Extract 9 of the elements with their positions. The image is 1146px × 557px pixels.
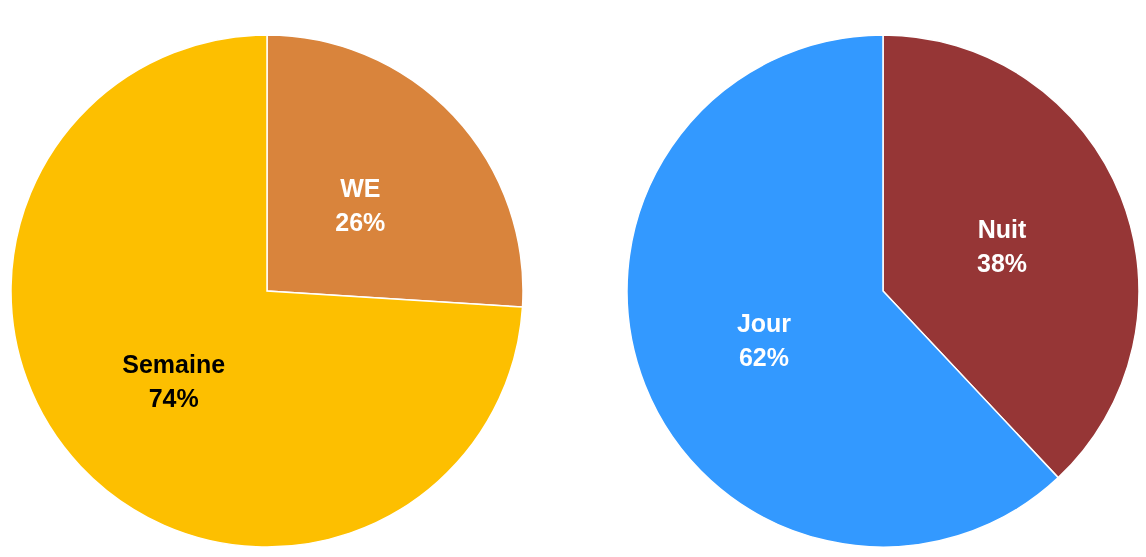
slice-label: Jour: [736, 309, 792, 338]
slice-label: WE: [340, 174, 381, 203]
data-label: 74%: [148, 383, 199, 412]
data-label: 26%: [335, 208, 386, 237]
data-label: 38%: [976, 248, 1028, 277]
slice-label: Nuit: [977, 214, 1027, 243]
pie-slice: [10, 34, 524, 548]
slice-label: Semaine: [122, 349, 226, 378]
data-label: 62%: [738, 343, 790, 372]
